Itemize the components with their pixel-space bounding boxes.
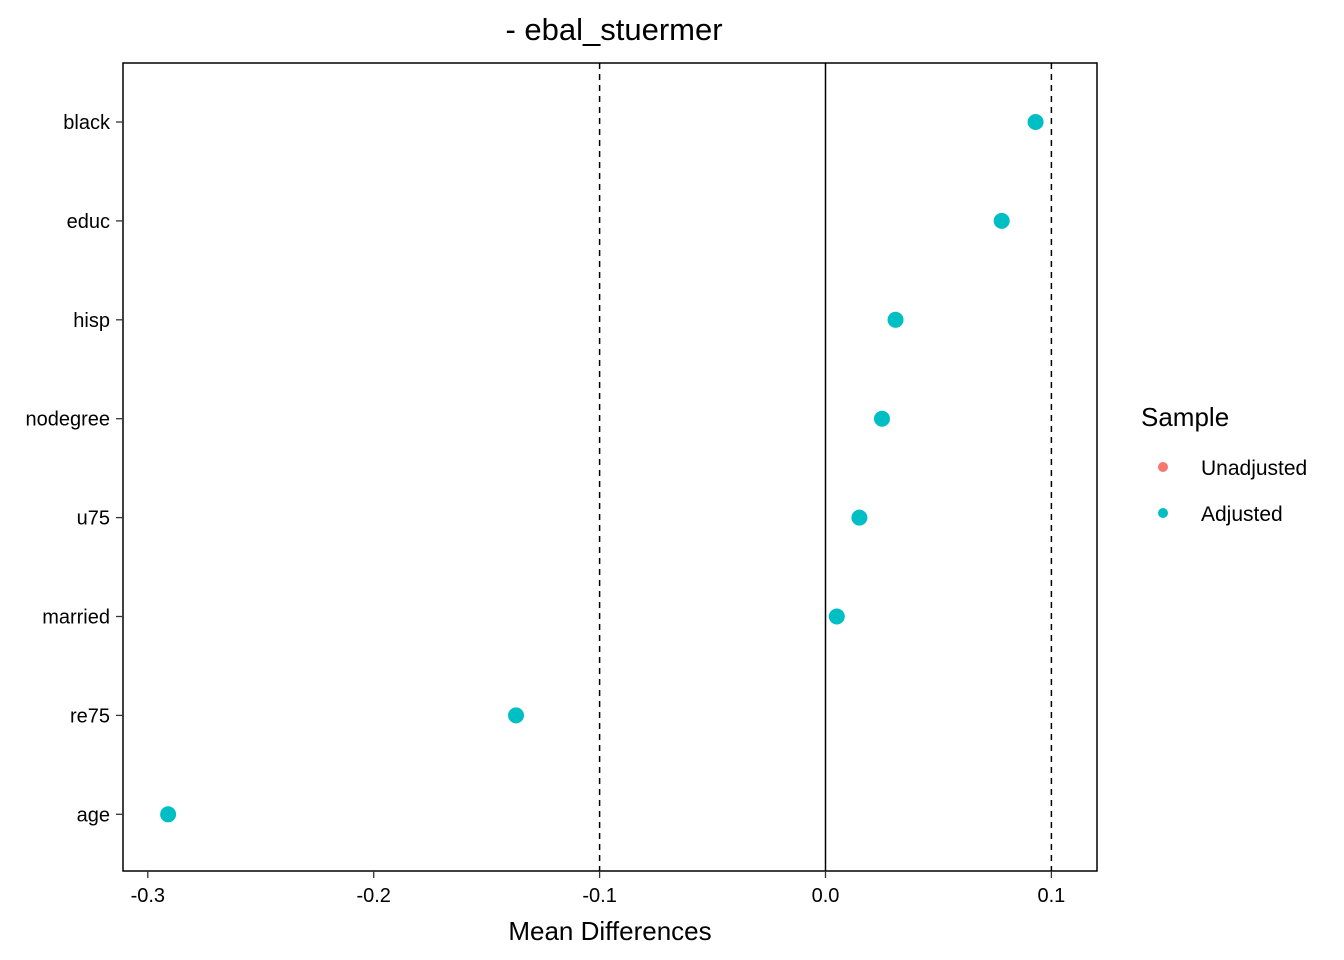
y-tick-label: age xyxy=(77,804,110,826)
legend-label: Unadjusted xyxy=(1201,457,1307,480)
data-point-adjusted xyxy=(887,311,904,328)
data-point-adjusted xyxy=(160,806,177,823)
data-point-adjusted xyxy=(873,410,890,427)
y-tick-label: u75 xyxy=(77,508,110,530)
data-point-adjusted xyxy=(508,707,525,724)
legend-key xyxy=(1158,462,1168,472)
y-tick-label: black xyxy=(63,112,111,134)
y-tick-label: hisp xyxy=(73,310,110,332)
legend-title: Sample xyxy=(1141,402,1229,432)
legend: Sample Unadjusted Adjusted xyxy=(1141,402,1307,526)
y-tick-label: nodegree xyxy=(25,409,110,431)
legend-label: Adjusted xyxy=(1201,503,1283,526)
y-tick-label: educ xyxy=(67,211,110,233)
x-tick-label: 0.1 xyxy=(1037,885,1065,907)
data-point-adjusted xyxy=(1027,114,1044,130)
plot-area: -0.3 -0.2 -0.1 0.0 0.1 black educ hisp nodegree u… xyxy=(25,62,1098,907)
y-tick-label: married xyxy=(42,607,110,629)
y-tick-label: re75 xyxy=(70,705,110,727)
data-point-adjusted xyxy=(993,212,1010,229)
x-tick-label: -0.2 xyxy=(356,885,390,907)
data-point-adjusted xyxy=(851,509,868,526)
data-point-adjusted xyxy=(828,608,845,625)
chart-title: - ebal_stuermer xyxy=(505,12,722,47)
x-tick-label: -0.3 xyxy=(131,885,165,907)
x-axis-title: Mean Differences xyxy=(508,916,711,946)
legend-key xyxy=(1158,508,1168,518)
x-tick-label: -0.1 xyxy=(582,885,616,907)
panel-border xyxy=(122,62,1098,872)
x-tick-label: 0.0 xyxy=(812,885,840,907)
